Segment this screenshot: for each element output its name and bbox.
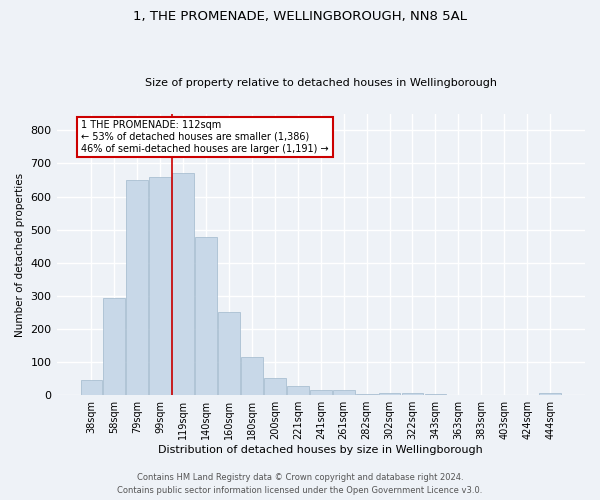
Bar [379,393,400,395]
Bar [172,174,194,395]
Bar [401,393,424,395]
Text: Contains HM Land Registry data © Crown copyright and database right 2024.
Contai: Contains HM Land Registry data © Crown c… [118,474,482,495]
Text: 1, THE PROMENADE, WELLINGBOROUGH, NN8 5AL: 1, THE PROMENADE, WELLINGBOROUGH, NN8 5A… [133,10,467,23]
Bar [356,394,377,395]
Bar [425,394,446,395]
Bar [539,393,561,395]
Bar [241,357,263,395]
Text: 1 THE PROMENADE: 112sqm
← 53% of detached houses are smaller (1,386)
46% of semi: 1 THE PROMENADE: 112sqm ← 53% of detache… [81,120,329,154]
Bar [80,380,103,395]
Bar [310,390,332,395]
Bar [333,390,355,395]
Y-axis label: Number of detached properties: Number of detached properties [15,172,25,336]
X-axis label: Distribution of detached houses by size in Wellingborough: Distribution of detached houses by size … [158,445,483,455]
Bar [264,378,286,395]
Bar [127,180,148,395]
Bar [287,386,309,395]
Bar [103,298,125,395]
Bar [149,176,171,395]
Bar [195,237,217,395]
Bar [218,312,240,395]
Title: Size of property relative to detached houses in Wellingborough: Size of property relative to detached ho… [145,78,497,88]
